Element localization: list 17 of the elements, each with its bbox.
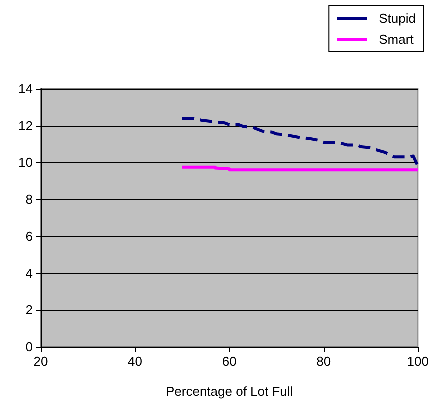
legend-label: Stupid xyxy=(379,11,416,26)
x-tick-label: 40 xyxy=(128,354,143,369)
y-tick-label: 10 xyxy=(18,155,33,170)
x-axis-title: Percentage of Lot Full xyxy=(166,384,294,399)
legend-label: Smart xyxy=(379,32,414,47)
x-tick-label: 100 xyxy=(407,354,430,369)
y-tick-label: 12 xyxy=(18,118,33,134)
x-tick-label: 20 xyxy=(34,354,48,369)
x-tick-label: 60 xyxy=(222,354,237,369)
y-tick-label: 2 xyxy=(26,302,33,318)
y-tick-label: 4 xyxy=(26,266,33,281)
y-tick-label: 8 xyxy=(26,192,33,208)
line-series xyxy=(180,116,420,168)
y-tick-label: 6 xyxy=(26,228,33,244)
x-tick-label: 80 xyxy=(316,354,332,369)
y-tick-label: 0 xyxy=(26,340,33,354)
y-tick-label: 14 xyxy=(18,82,33,96)
